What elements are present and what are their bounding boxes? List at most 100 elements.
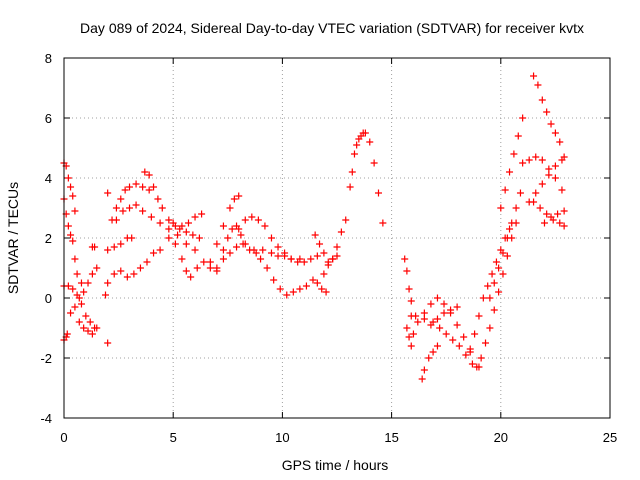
data-point xyxy=(104,189,112,197)
data-point xyxy=(248,213,256,221)
data-point xyxy=(374,189,382,197)
data-point xyxy=(104,339,112,347)
data-point xyxy=(503,234,511,242)
data-point xyxy=(547,120,555,128)
data-point xyxy=(69,237,77,245)
data-point xyxy=(88,330,96,338)
data-point xyxy=(154,195,162,203)
data-point xyxy=(150,183,158,191)
series-sat-k xyxy=(108,180,153,224)
series-sat-l xyxy=(112,201,199,254)
y-tick-label: 0 xyxy=(45,291,52,306)
data-point xyxy=(429,318,437,326)
data-point xyxy=(534,81,542,89)
y-tick-label: -4 xyxy=(40,411,52,426)
y-axis-label: SDTVAR / TECUs xyxy=(5,182,21,294)
data-point xyxy=(235,225,243,233)
data-point xyxy=(132,201,140,209)
data-point xyxy=(307,255,315,263)
y-tick-label: 4 xyxy=(45,171,52,186)
data-point xyxy=(171,240,179,248)
data-point xyxy=(484,282,492,290)
data-point xyxy=(460,333,468,341)
data-point xyxy=(551,129,559,137)
data-point xyxy=(93,324,101,332)
data-point xyxy=(182,240,190,248)
series-sat-u xyxy=(250,246,310,299)
data-point xyxy=(184,219,192,227)
data-point xyxy=(477,354,485,362)
data-point xyxy=(492,258,500,266)
series-sat-ag xyxy=(466,225,514,356)
data-point xyxy=(139,207,147,215)
data-point xyxy=(538,156,546,164)
data-point xyxy=(233,243,241,251)
data-point xyxy=(67,183,75,191)
data-point xyxy=(519,114,527,122)
data-point xyxy=(67,309,75,317)
data-point xyxy=(420,309,428,317)
y-tick-label: 8 xyxy=(45,51,52,66)
data-point xyxy=(466,348,474,356)
series-sat-g xyxy=(88,243,99,251)
data-point xyxy=(274,252,282,260)
series-sat-ao xyxy=(540,207,568,227)
data-point xyxy=(560,222,568,230)
data-point xyxy=(350,150,358,158)
data-point xyxy=(276,285,284,293)
data-point xyxy=(405,333,413,341)
data-point xyxy=(462,351,470,359)
data-point xyxy=(486,294,494,302)
data-point xyxy=(121,186,129,194)
series-sat-h xyxy=(101,291,112,347)
data-point xyxy=(488,270,496,278)
series-sat-b xyxy=(60,195,85,287)
data-point xyxy=(407,297,415,305)
data-point xyxy=(348,168,356,176)
data-point xyxy=(453,303,461,311)
series-sat-y xyxy=(320,252,341,278)
data-point xyxy=(289,288,297,296)
data-point xyxy=(556,138,564,146)
data-point xyxy=(433,342,441,350)
data-point xyxy=(261,222,269,230)
data-point xyxy=(213,240,221,248)
series-sat-a xyxy=(60,159,79,215)
data-point xyxy=(407,342,415,350)
data-point xyxy=(80,324,88,332)
data-point xyxy=(346,183,354,191)
data-point xyxy=(479,294,487,302)
data-point xyxy=(449,336,457,344)
data-point xyxy=(547,213,555,221)
data-point xyxy=(294,258,302,266)
data-point xyxy=(64,282,72,290)
data-point xyxy=(510,150,518,158)
chart-title: Day 089 of 2024, Sidereal Day-to-day VTE… xyxy=(80,20,584,36)
data-point xyxy=(495,288,503,296)
data-point xyxy=(64,222,72,230)
data-point xyxy=(143,258,151,266)
data-point xyxy=(91,243,99,251)
data-point xyxy=(296,285,304,293)
data-point xyxy=(88,270,96,278)
series-sat-m xyxy=(104,246,164,287)
data-point xyxy=(353,141,361,149)
data-point xyxy=(259,246,267,254)
data-point xyxy=(558,186,566,194)
data-point xyxy=(169,219,177,227)
data-point xyxy=(237,231,245,239)
x-axis-label: GPS time / hours xyxy=(282,457,389,473)
data-point xyxy=(110,270,118,278)
data-point xyxy=(128,234,136,242)
data-point xyxy=(64,174,72,182)
data-point xyxy=(145,186,153,194)
data-point xyxy=(226,204,234,212)
series-sat-r xyxy=(213,240,267,272)
data-point xyxy=(235,192,243,200)
data-point xyxy=(473,363,481,371)
data-point xyxy=(519,159,527,167)
series-sat-z xyxy=(346,129,387,227)
y-tick-label: 2 xyxy=(45,231,52,246)
series-sat-ai xyxy=(486,189,524,302)
data-point xyxy=(281,252,289,260)
